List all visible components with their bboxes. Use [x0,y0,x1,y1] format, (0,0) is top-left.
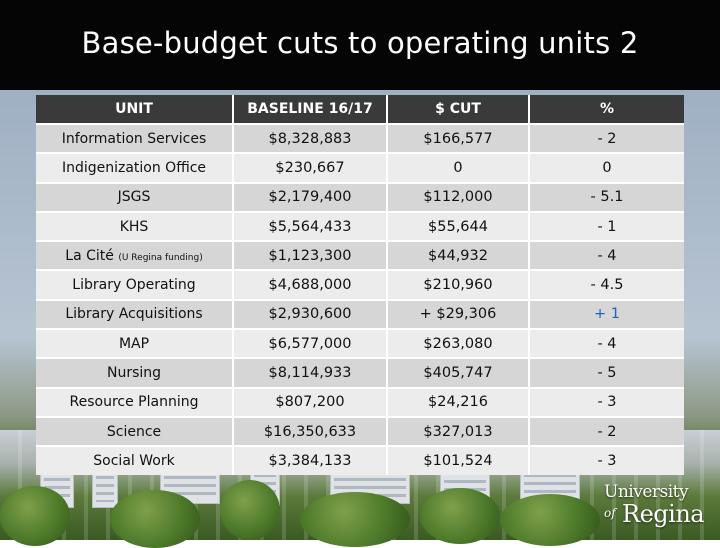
logo-line-of: of [604,506,616,520]
cell-baseline: $8,114,933 [234,357,388,387]
cell-cut: 0 [388,152,530,182]
table-row: Indigenization Office $230,667 0 0 [36,152,684,182]
unit-name: La Cité [65,247,114,264]
header-unit: UNIT [36,95,234,123]
cell-cut: $112,000 [388,181,530,211]
cell-baseline: $8,328,883 [234,123,388,153]
cell-cut: $405,747 [388,357,530,387]
cell-baseline: $230,667 [234,152,388,182]
cell-unit: Resource Planning [36,386,234,416]
cell-unit: Library Acquisitions [36,298,234,329]
cell-unit: Indigenization Office [36,152,234,182]
header-percent: % [530,95,684,123]
logo-line-regina: Regina [622,500,705,528]
cell-baseline: $2,179,400 [234,181,388,211]
cell-cut: $327,013 [388,415,530,446]
cell-percent: + 1 [530,298,684,329]
table-row: Library Acquisitions $2,930,600 + $29,30… [36,298,684,329]
cell-unit: MAP [36,328,234,358]
cell-percent: 0 [530,152,684,182]
cell-percent: - 4 [530,240,684,270]
cell-baseline: $6,577,000 [234,328,388,358]
table-row: Science $16,350,633 $327,013 - 2 [36,415,684,446]
cell-unit: Library Operating [36,269,234,299]
table-row: Social Work $3,384,133 $101,524 - 3 [36,445,684,475]
cell-percent: - 3 [530,445,684,475]
table-row: Library Operating $4,688,000 $210,960 - … [36,269,684,299]
cell-baseline: $5,564,433 [234,210,388,241]
table-header-row: UNIT BASELINE 16/17 $ CUT % [36,95,684,123]
cell-percent: - 1 [530,210,684,241]
cell-unit: Science [36,415,234,446]
cell-baseline: $3,384,133 [234,445,388,475]
cell-percent: - 4.5 [530,269,684,299]
cell-unit: Information Services [36,123,234,153]
header-baseline: BASELINE 16/17 [234,95,388,123]
header-cut: $ CUT [388,95,530,123]
table-row: Information Services $8,328,883 $166,577… [36,123,684,153]
university-of-regina-logo: University of Regina [598,480,708,536]
cell-cut: $210,960 [388,269,530,299]
table-row: KHS $5,564,433 $55,644 - 1 [36,210,684,241]
table-row: Nursing $8,114,933 $405,747 - 5 [36,357,684,387]
title-bar: Base-budget cuts to operating units 2 [0,0,720,90]
table-row: MAP $6,577,000 $263,080 - 4 [36,328,684,358]
cell-cut: $101,524 [388,445,530,475]
cell-cut: $44,932 [388,240,530,270]
cell-percent: - 5.1 [530,181,684,211]
cell-cut: $166,577 [388,123,530,153]
cell-cut: + $29,306 [388,298,530,329]
cell-baseline: $2,930,600 [234,298,388,329]
cell-baseline: $4,688,000 [234,269,388,299]
cell-cut: $55,644 [388,210,530,241]
unit-note: (U Regina funding) [118,252,203,263]
cell-baseline: $16,350,633 [234,415,388,446]
table-row: La Cité (U Regina funding) $1,123,300 $4… [36,240,684,270]
cell-unit: Social Work [36,445,234,475]
cell-percent: - 2 [530,415,684,446]
cell-cut: $24,216 [388,386,530,416]
cell-baseline: $807,200 [234,386,388,416]
cell-unit: Nursing [36,357,234,387]
cell-percent: - 5 [530,357,684,387]
cell-unit: La Cité (U Regina funding) [36,240,234,270]
logo-line-university: University [604,482,689,502]
table-row: JSGS $2,179,400 $112,000 - 5.1 [36,181,684,211]
cell-baseline: $1,123,300 [234,240,388,270]
cell-percent: - 4 [530,328,684,358]
slide-title: Base-budget cuts to operating units 2 [81,26,639,60]
cell-percent: - 2 [530,123,684,153]
cell-unit: KHS [36,210,234,241]
cell-percent: - 3 [530,386,684,416]
table-row: Resource Planning $807,200 $24,216 - 3 [36,386,684,416]
cell-cut: $263,080 [388,328,530,358]
budget-cuts-table: UNIT BASELINE 16/17 $ CUT % Information … [36,95,684,475]
cell-unit: JSGS [36,181,234,211]
